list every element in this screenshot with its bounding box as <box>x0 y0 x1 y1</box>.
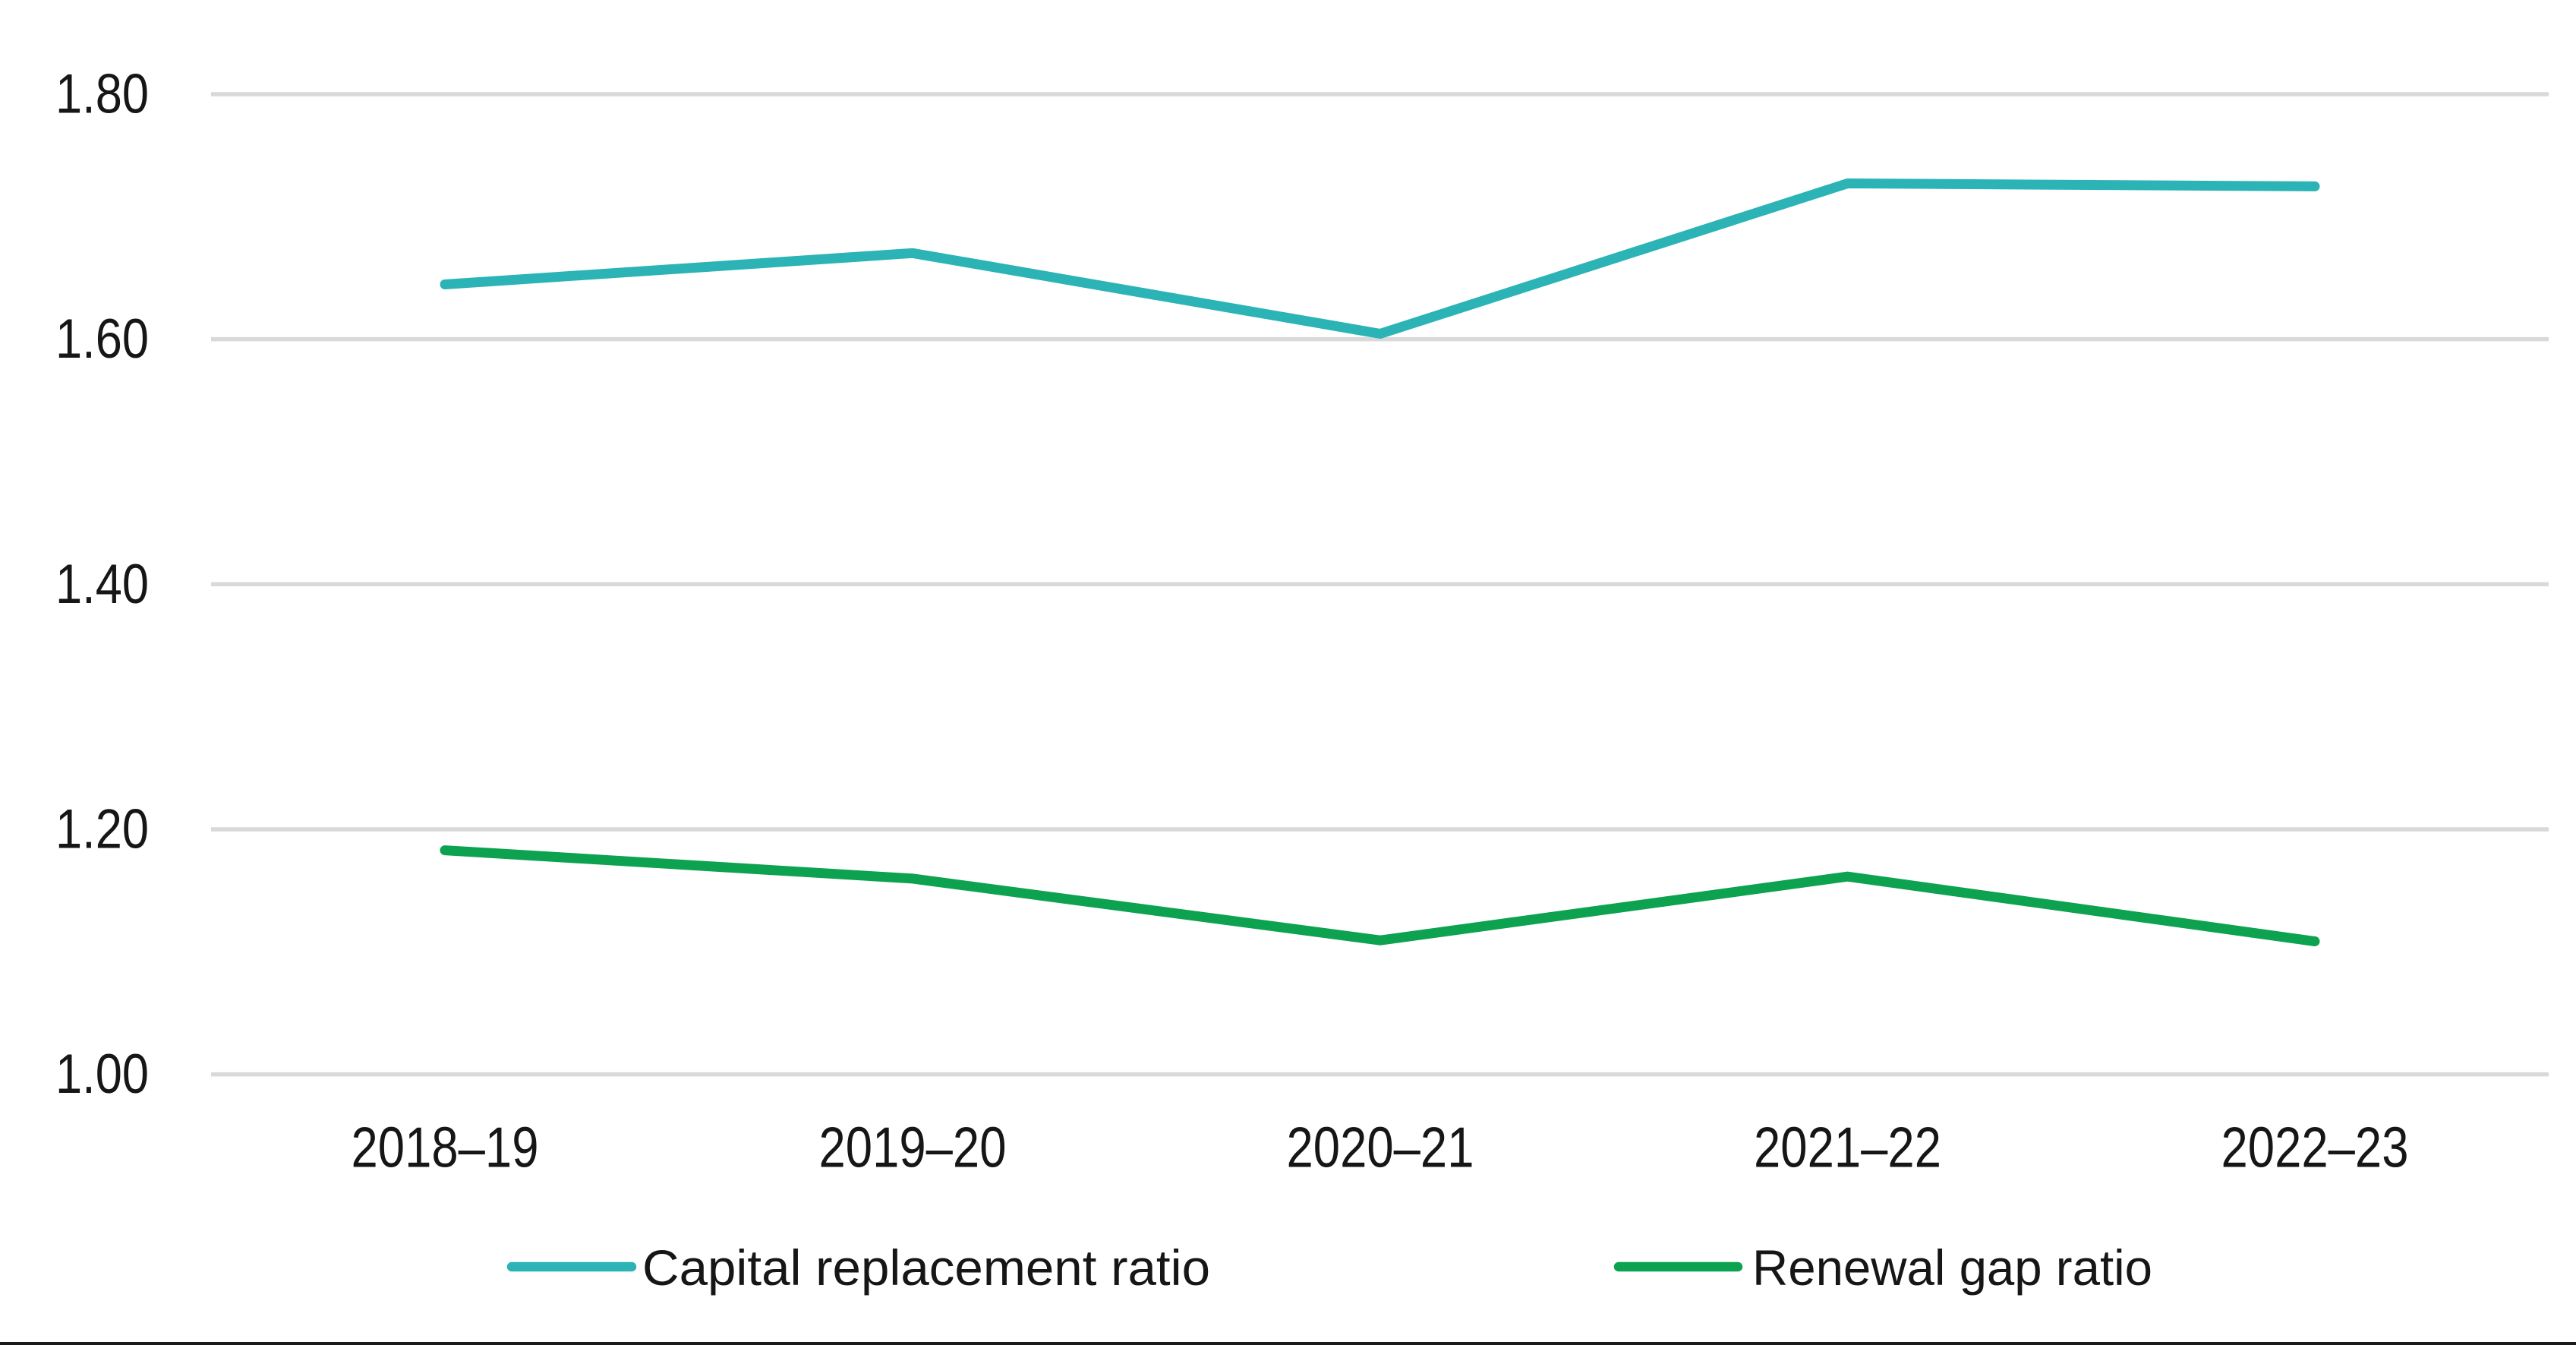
svg-text:1.80: 1.80 <box>55 64 149 125</box>
svg-text:2022–23: 2022–23 <box>2221 1116 2409 1179</box>
svg-text:1.00: 1.00 <box>55 1043 149 1105</box>
svg-text:2021–22: 2021–22 <box>1754 1116 1941 1179</box>
svg-text:2018–19: 2018–19 <box>352 1116 539 1179</box>
svg-text:1.60: 1.60 <box>55 308 149 370</box>
svg-text:Renewal gap ratio: Renewal gap ratio <box>1752 1239 2152 1296</box>
svg-text:2019–20: 2019–20 <box>819 1116 1007 1179</box>
svg-text:1.40: 1.40 <box>55 554 149 615</box>
svg-text:Capital replacement ratio: Capital replacement ratio <box>642 1239 1210 1296</box>
svg-text:1.20: 1.20 <box>55 798 149 860</box>
svg-text:2020–21: 2020–21 <box>1287 1116 1474 1179</box>
